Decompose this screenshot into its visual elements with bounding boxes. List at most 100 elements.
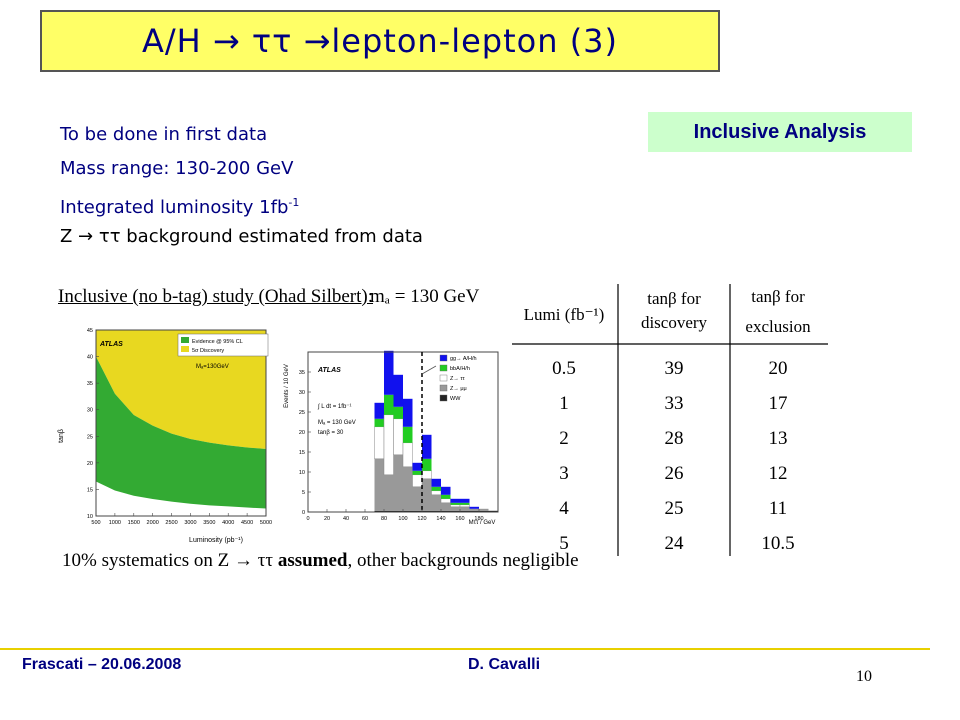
histogram-bar [374, 402, 384, 419]
y-tick-label: 25 [87, 434, 93, 440]
bullet-item: Z → ττ background estimated from data [60, 226, 423, 247]
bullet-item: Mass range: 130-200 GeV [60, 158, 294, 179]
histogram-bar [450, 510, 460, 512]
histogram-bar [460, 502, 470, 505]
x-tick-label: 140 [436, 516, 445, 522]
histogram-bar [479, 510, 489, 512]
histogram-bar [460, 510, 470, 512]
histogram-bar [441, 486, 451, 495]
table-cell: 3 [559, 463, 569, 484]
histogram-bar [441, 502, 451, 511]
table-cell: 13 [769, 428, 788, 449]
inclusive-badge: Inclusive Analysis [648, 112, 912, 152]
y-tick-label: 20 [299, 430, 305, 436]
y-tick-label: 40 [87, 355, 93, 361]
histogram-bar [412, 474, 423, 488]
histogram-bar [393, 454, 403, 511]
histogram-bar [421, 470, 432, 480]
y-tick-label: 30 [87, 408, 93, 414]
table-header: exclusion [745, 317, 811, 336]
y-axis-label: tanβ [58, 429, 65, 443]
histogram-bar [412, 486, 422, 511]
histogram-bar [422, 510, 432, 512]
table-cell: 26 [665, 463, 684, 484]
histogram-bar [412, 462, 422, 471]
histogram-bar [431, 486, 441, 491]
y-tick-label: 5 [302, 490, 305, 496]
title-box: A/H → ττ →lepton-lepton (3) [40, 10, 720, 72]
table-cell: 12 [769, 463, 788, 484]
legend-box [177, 333, 269, 357]
histogram-bar [393, 418, 404, 456]
y-tick-label: 20 [87, 461, 93, 467]
histogram-bar [422, 478, 432, 511]
significance-plot: 500 1000 1500 2000 2500 3000 3500 4000 4500 5000 … [56, 324, 276, 546]
histogram-bar [422, 434, 432, 459]
histogram-bar [374, 418, 384, 427]
x-tick-label: 2000 [147, 520, 159, 526]
legend-swatch [439, 354, 448, 362]
histogram-bar [384, 474, 394, 511]
table-cell: 10.5 [761, 533, 794, 554]
x-tick-label: 3000 [184, 520, 196, 526]
table-header: tanβ for [647, 289, 701, 308]
x-tick-label: 3500 [203, 520, 215, 526]
table-header: discovery [641, 313, 708, 332]
histogram-bar [374, 510, 384, 512]
x-axis-label: Mττ / GeV [469, 520, 496, 526]
y-axis-label: Events / 10 GeV [284, 364, 290, 408]
systematics-note: 10% systematics on Z → ττ assumed, other… [62, 550, 579, 571]
histogram-bar [403, 398, 413, 427]
x-tick-label: 40 [343, 516, 349, 522]
badge-label: Inclusive Analysis [693, 120, 867, 143]
histogram-bar [422, 458, 432, 471]
footer-event: Frascati – 20.06.2008 [22, 656, 182, 673]
footer-author: D. Cavalli [468, 656, 541, 673]
histogram-bar [403, 426, 413, 443]
footer-divider [0, 648, 930, 650]
histogram-bar [479, 508, 489, 511]
histogram-bar [393, 406, 403, 419]
histogram-bar [459, 504, 470, 508]
histogram-bar [412, 470, 422, 475]
histogram-bar [450, 504, 461, 508]
table-cell: 2 [559, 428, 569, 449]
y-tick-label: 10 [299, 470, 305, 476]
histogram-bar [431, 494, 441, 511]
histogram-bar [374, 426, 385, 460]
legend-swatch [439, 394, 448, 402]
legend-swatch [439, 364, 448, 372]
legend-entry: WW [450, 396, 461, 402]
x-tick-label: 60 [362, 516, 368, 522]
arrow-icon [421, 365, 437, 375]
study-heading-text: Inclusive (no b-tag) study (Ohad Silbert… [58, 286, 374, 307]
x-tick-label: 1500 [128, 520, 140, 526]
x-tick-label: 1000 [109, 520, 121, 526]
tanbeta-table: Lumi (fb⁻¹) tanβ for discovery tanβ for … [512, 284, 828, 556]
x-tick-label: 0 [306, 516, 309, 522]
discovery-region [96, 330, 266, 450]
luminosity-annotation: ∫ L dt = 1fb⁻¹ [317, 403, 351, 410]
legend-swatch [439, 374, 448, 382]
tanbeta-annotation: tanβ = 30 [318, 430, 344, 436]
table-cell: 39 [665, 358, 684, 379]
table-cell: 5 [559, 533, 569, 554]
legend-entry: Z→ ττ [450, 376, 466, 382]
table-cell: 17 [769, 393, 788, 414]
study-heading: Inclusive (no b-tag) study (Ohad Silbert… [58, 286, 479, 308]
bullet-item: To be done in first data [60, 124, 268, 145]
y-tick-label: 30 [299, 390, 305, 396]
bullet-list: To be done in first data Mass range: 130… [60, 118, 423, 254]
table-cell: 4 [559, 498, 569, 519]
y-tick-label: 15 [87, 487, 93, 493]
legend-swatch [439, 384, 448, 392]
table-cell: 1 [559, 393, 569, 414]
histogram-bar [450, 502, 460, 505]
histogram-bar [488, 510, 498, 512]
histogram-bar [384, 510, 394, 512]
x-tick-label: 160 [455, 516, 464, 522]
slide-title: A/H → ττ →lepton-lepton (3) [141, 22, 619, 60]
histogram-bar [441, 510, 451, 512]
histogram-bar [374, 458, 384, 511]
x-axis-label: Luminosity (pb⁻¹) [189, 537, 243, 544]
